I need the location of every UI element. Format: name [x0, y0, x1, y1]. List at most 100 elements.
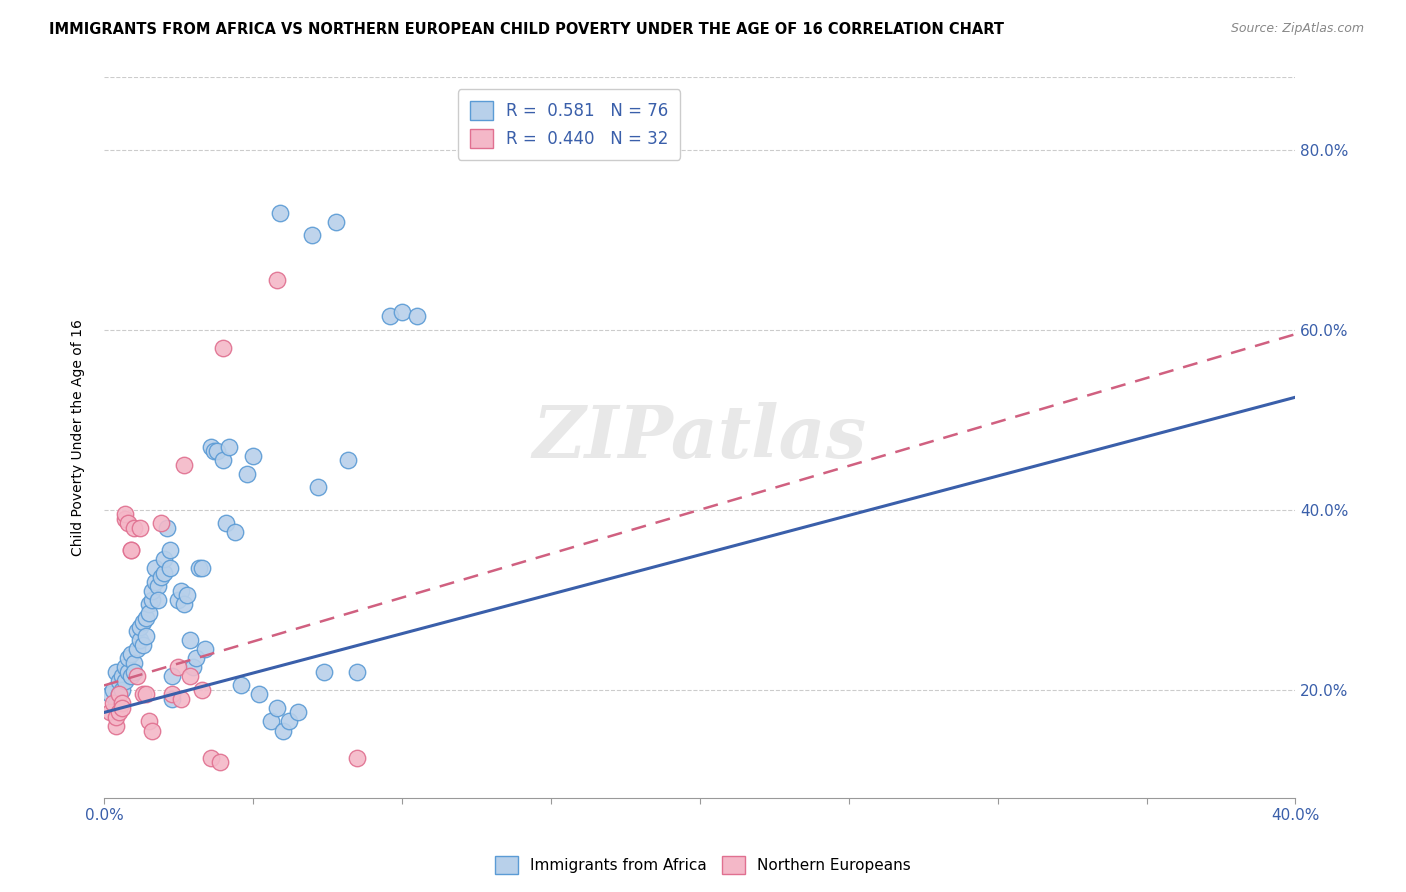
- Point: [179, 669, 201, 683]
- Point: [209, 755, 232, 769]
- Point: [346, 750, 368, 764]
- Point: [146, 579, 169, 593]
- Point: [114, 673, 136, 688]
- Point: [188, 561, 211, 575]
- Point: [301, 228, 323, 243]
- Point: [159, 543, 181, 558]
- Point: [104, 697, 127, 711]
- Legend: R =  0.581   N = 76, R =  0.440   N = 32: R = 0.581 N = 76, R = 0.440 N = 32: [458, 89, 681, 160]
- Point: [132, 615, 155, 630]
- Point: [138, 598, 160, 612]
- Point: [229, 678, 252, 692]
- Point: [173, 458, 195, 472]
- Text: Source: ZipAtlas.com: Source: ZipAtlas.com: [1230, 22, 1364, 36]
- Point: [149, 570, 172, 584]
- Point: [128, 620, 150, 634]
- Text: ZIPatlas: ZIPatlas: [533, 402, 866, 474]
- Point: [101, 683, 124, 698]
- Point: [173, 598, 195, 612]
- Point: [108, 673, 131, 688]
- Point: [194, 642, 217, 657]
- Point: [236, 467, 259, 481]
- Point: [170, 583, 193, 598]
- Point: [170, 692, 193, 706]
- Point: [111, 669, 134, 683]
- Point: [205, 444, 228, 458]
- Point: [138, 714, 160, 729]
- Point: [141, 723, 163, 738]
- Point: [155, 521, 177, 535]
- Point: [98, 688, 121, 702]
- Point: [138, 607, 160, 621]
- Point: [307, 480, 329, 494]
- Point: [162, 692, 184, 706]
- Point: [122, 521, 145, 535]
- Point: [337, 453, 360, 467]
- Point: [114, 508, 136, 522]
- Point: [128, 521, 150, 535]
- Point: [152, 552, 174, 566]
- Point: [162, 669, 184, 683]
- Point: [266, 273, 288, 287]
- Point: [346, 665, 368, 679]
- Point: [108, 706, 131, 720]
- Point: [114, 660, 136, 674]
- Point: [176, 588, 198, 602]
- Point: [135, 629, 157, 643]
- Point: [212, 453, 235, 467]
- Point: [117, 651, 139, 665]
- Point: [186, 651, 208, 665]
- Point: [104, 719, 127, 733]
- Point: [128, 633, 150, 648]
- Point: [224, 525, 246, 540]
- Point: [167, 593, 190, 607]
- Y-axis label: Child Poverty Under the Age of 16: Child Poverty Under the Age of 16: [72, 319, 86, 557]
- Point: [143, 574, 166, 589]
- Point: [162, 688, 184, 702]
- Point: [215, 516, 238, 531]
- Point: [191, 561, 214, 575]
- Point: [242, 449, 264, 463]
- Point: [277, 714, 299, 729]
- Point: [125, 669, 148, 683]
- Point: [159, 561, 181, 575]
- Point: [122, 665, 145, 679]
- Text: IMMIGRANTS FROM AFRICA VS NORTHERN EUROPEAN CHILD POVERTY UNDER THE AGE OF 16 CO: IMMIGRANTS FROM AFRICA VS NORTHERN EUROP…: [49, 22, 1004, 37]
- Point: [111, 701, 134, 715]
- Point: [247, 688, 270, 702]
- Point: [125, 642, 148, 657]
- Point: [143, 561, 166, 575]
- Point: [132, 688, 155, 702]
- Point: [191, 683, 214, 698]
- Point: [218, 440, 240, 454]
- Point: [179, 633, 201, 648]
- Legend: Immigrants from Africa, Northern Europeans: Immigrants from Africa, Northern Europea…: [489, 850, 917, 880]
- Point: [405, 309, 427, 323]
- Point: [183, 660, 205, 674]
- Point: [167, 660, 190, 674]
- Point: [117, 516, 139, 531]
- Point: [125, 624, 148, 639]
- Point: [122, 656, 145, 670]
- Point: [287, 706, 309, 720]
- Point: [111, 697, 134, 711]
- Point: [202, 444, 225, 458]
- Point: [314, 665, 336, 679]
- Point: [391, 304, 413, 318]
- Point: [149, 516, 172, 531]
- Point: [117, 665, 139, 679]
- Point: [260, 714, 283, 729]
- Point: [271, 723, 294, 738]
- Point: [120, 647, 142, 661]
- Point: [108, 688, 131, 702]
- Point: [104, 710, 127, 724]
- Point: [141, 593, 163, 607]
- Point: [98, 706, 121, 720]
- Point: [120, 543, 142, 558]
- Point: [378, 309, 401, 323]
- Point: [212, 341, 235, 355]
- Point: [135, 611, 157, 625]
- Point: [266, 701, 288, 715]
- Point: [135, 688, 157, 702]
- Point: [200, 750, 222, 764]
